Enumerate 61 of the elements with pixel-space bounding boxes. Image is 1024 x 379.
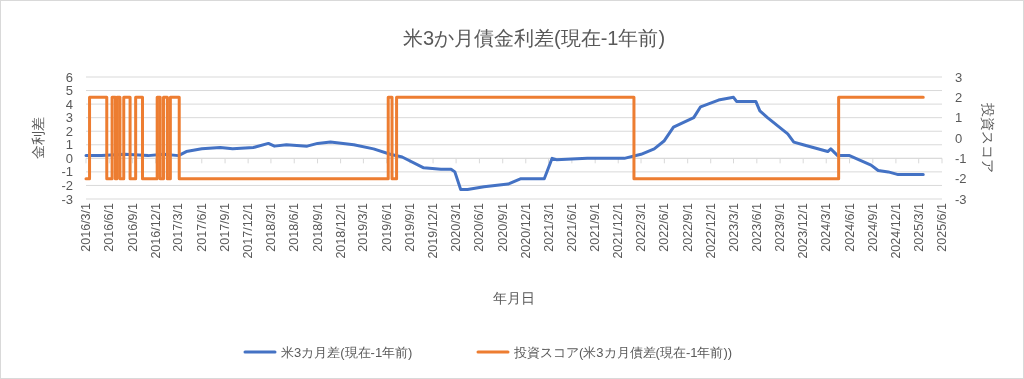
x-tick-label: 2018/12/1 xyxy=(333,202,348,259)
y-tick-label: -1 xyxy=(61,164,73,180)
y2-axis-title: 投資スコア xyxy=(980,102,996,173)
x-tick-label: 2024/9/1 xyxy=(865,202,880,252)
x-tick-label: 2020/6/1 xyxy=(472,202,487,252)
legend-label: 米3カ月差(現在-1年前) xyxy=(281,344,413,360)
y-tick-label: -2 xyxy=(61,177,73,193)
x-tick-label: 2017/9/1 xyxy=(218,202,233,252)
y2-tick-label: -3 xyxy=(955,191,967,207)
x-tick-label: 2023/6/1 xyxy=(749,202,764,252)
y-axis-title: 金利差 xyxy=(30,117,46,159)
x-tick-label: 2022/3/1 xyxy=(634,202,649,252)
x-tick-label: 2016/12/1 xyxy=(148,202,163,259)
x-tick-label: 2016/3/1 xyxy=(79,202,93,252)
y-tick-label: 0 xyxy=(65,150,73,166)
x-tick-label: 2023/9/1 xyxy=(773,202,788,252)
x-tick-label: 2024/12/1 xyxy=(888,202,903,259)
x-tick-label: 2017/6/1 xyxy=(194,202,209,252)
x-tick-label: 2020/12/1 xyxy=(518,202,533,259)
x-tick-label: 2022/9/1 xyxy=(680,202,695,252)
x-tick-label: 2019/6/1 xyxy=(379,202,394,252)
x-tick-label: 2017/3/1 xyxy=(171,202,186,252)
x-tick-label: 2025/6/1 xyxy=(935,202,949,252)
y2-tick-label: -1 xyxy=(955,150,967,166)
x-tick-label: 2021/9/1 xyxy=(588,202,603,252)
x-tick-label: 2017/12/1 xyxy=(241,202,256,259)
y2-tick-label: 2 xyxy=(955,89,963,105)
x-tick-label: 2021/6/1 xyxy=(564,202,579,252)
chart-title: 米3か月債金利差(現在-1年前) xyxy=(402,27,666,49)
x-tick-label: 2022/6/1 xyxy=(657,202,672,252)
x-tick-label: 2023/12/1 xyxy=(796,202,811,259)
legend-label: 投資スコア(米3カ月債差(現在-1年前)) xyxy=(513,344,733,360)
x-tick-label: 2020/9/1 xyxy=(495,202,510,252)
y-tick-label: 5 xyxy=(65,83,73,99)
x-tick-label: 2024/3/1 xyxy=(819,202,834,252)
x-tick-label: 2016/6/1 xyxy=(102,202,117,252)
y-tick-label: -3 xyxy=(61,191,73,207)
y2-tick-label: 1 xyxy=(955,110,963,126)
x-tick-label: 2019/12/1 xyxy=(426,202,441,259)
y-tick-label: 2 xyxy=(65,123,73,139)
x-tick-label: 2022/12/1 xyxy=(703,202,718,259)
x-tick-label: 2019/3/1 xyxy=(356,202,371,252)
x-tick-label: 2019/9/1 xyxy=(403,202,418,252)
x-tick-label: 2021/12/1 xyxy=(611,202,626,259)
x-tick-label: 2023/3/1 xyxy=(726,202,741,252)
y2-tick-label: 3 xyxy=(955,69,963,85)
x-tick-label: 2021/3/1 xyxy=(541,202,556,252)
x-tick-label: 2018/3/1 xyxy=(263,202,278,252)
y-tick-label: 4 xyxy=(65,96,73,112)
x-tick-label: 2024/6/1 xyxy=(842,202,857,252)
y2-tick-label: -2 xyxy=(955,171,967,187)
x-tick-label: 2016/9/1 xyxy=(125,202,140,252)
y2-tick-label: 0 xyxy=(955,130,963,146)
x-tick-label: 2018/6/1 xyxy=(287,202,302,252)
x-tick-label: 2025/3/1 xyxy=(911,202,926,252)
y-tick-label: 6 xyxy=(65,69,73,85)
x-tick-label: 2018/9/1 xyxy=(310,202,325,252)
y-tick-label: 3 xyxy=(65,110,73,126)
y-tick-label: 1 xyxy=(65,137,73,153)
x-tick-label: 2020/3/1 xyxy=(449,202,464,252)
x-axis-title: 年月日 xyxy=(493,290,535,306)
